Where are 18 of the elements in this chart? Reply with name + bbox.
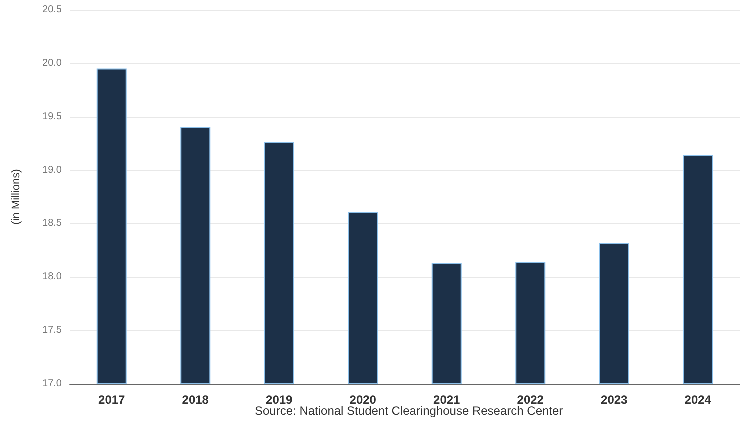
x-tick-label: 2018 <box>182 393 210 407</box>
x-tick-label: 2019 <box>266 393 294 407</box>
y-tick-label: 17.0 <box>42 378 62 390</box>
y-tick-label: 17.5 <box>42 325 62 336</box>
y-tick-label: 18.0 <box>42 272 62 283</box>
x-tick-label: 2024 <box>684 393 712 407</box>
x-tick-label: 2023 <box>601 393 628 407</box>
y-tick-label: 20.5 <box>42 4 62 16</box>
source-note: Source: National Student Clearinghouse Research Center <box>255 404 564 418</box>
y-tick-label: 20.0 <box>42 58 62 69</box>
y-tick-label: 18.5 <box>42 218 62 230</box>
y-tick-label: 19.5 <box>42 111 62 122</box>
x-tick-label: 2017 <box>98 393 126 407</box>
x-tick-label: 2020 <box>350 393 377 407</box>
x-tick-label: 2022 <box>517 393 544 407</box>
y-axis-title: (in Millions) <box>10 169 22 225</box>
x-tick-label: 2021 <box>434 393 461 407</box>
y-tick-label: 19.0 <box>42 164 62 176</box>
